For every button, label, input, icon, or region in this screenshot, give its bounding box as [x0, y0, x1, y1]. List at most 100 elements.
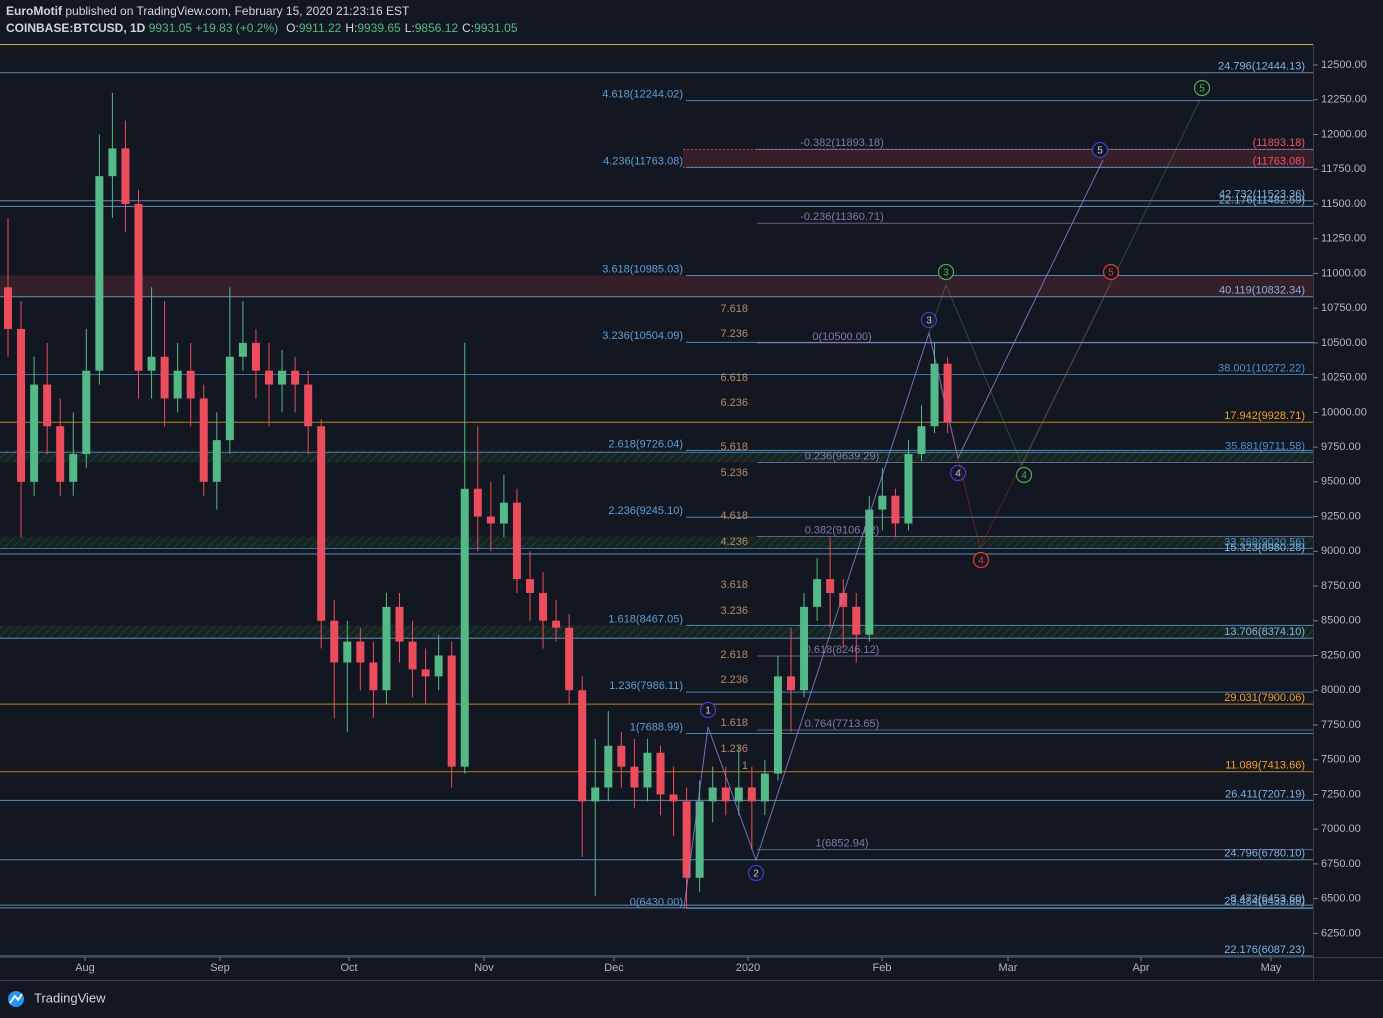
candle-body: [682, 801, 691, 878]
candle-body: [565, 627, 574, 691]
level-label: 22.176(6087.23): [1224, 944, 1305, 956]
level-label: 23.484(6433.88): [1224, 896, 1305, 908]
candle-body: [134, 203, 143, 371]
candle-body: [447, 655, 456, 767]
wave-circle: [1015, 466, 1033, 484]
x-tick-label: Nov: [474, 962, 494, 974]
candle-body: [865, 509, 874, 635]
candle-body: [800, 606, 809, 691]
orange-fib-label: 1.236: [720, 743, 748, 755]
y-tick-label: 7750.00: [1321, 719, 1361, 731]
candle-body: [212, 440, 221, 482]
y-tick-label: 11000.00: [1321, 267, 1366, 279]
candle-body: [343, 641, 352, 663]
wave-label: 5: [1097, 146, 1103, 157]
y-tick-label: 10250.00: [1321, 372, 1367, 384]
y-tick-label: 12250.00: [1321, 94, 1367, 106]
y-tick-label: 6500.00: [1321, 893, 1361, 905]
candle-body: [238, 342, 247, 357]
candle-body: [265, 370, 273, 385]
candle-body: [121, 148, 130, 204]
wave-circle: [1193, 79, 1211, 97]
x-tick-label: Apr: [1132, 962, 1149, 974]
candle-body: [17, 328, 26, 482]
candle-body: [369, 662, 378, 691]
level-label: 17.942(9928.71): [1224, 410, 1305, 422]
x-tick-label: Dec: [604, 962, 624, 974]
y-tick-label: 11750.00: [1321, 163, 1366, 175]
candle-body: [30, 384, 39, 482]
candle-body: [904, 454, 913, 524]
wave-label: 4: [955, 469, 961, 480]
y-tick-label: 9250.00: [1321, 510, 1361, 522]
level-label: 11.089(7413.66): [1225, 760, 1305, 772]
wave-label: 5: [1108, 268, 1114, 279]
orange-fib-label: 1.618: [720, 717, 748, 729]
candle-body: [408, 641, 417, 670]
candle-body: [186, 370, 195, 399]
zone: [0, 450, 1313, 463]
zone: [0, 536, 1313, 549]
candle-body: [304, 384, 313, 427]
candle-body: [695, 801, 704, 878]
candle-body: [499, 502, 508, 524]
orange-fib-label: 5.618: [720, 441, 748, 453]
candle-body: [95, 176, 104, 371]
x-tick-label: Sep: [210, 962, 230, 974]
fib-extension-label: 3.236(10504.09): [602, 330, 683, 342]
candle-body: [552, 620, 561, 628]
level-label: 42.732(11523.36): [1219, 189, 1305, 201]
candle-body: [656, 752, 665, 795]
wave-label: 4: [1021, 471, 1027, 482]
zone: [0, 275, 1313, 297]
level-label: 29.031(7900.06): [1224, 692, 1305, 704]
orange-fib-label: 5.236: [720, 467, 748, 479]
y-tick-label: 10000.00: [1321, 406, 1367, 418]
zone: [683, 149, 1313, 168]
orange-fib-label: 3.618: [720, 579, 748, 591]
fib-extension-label: 1.618(8467.05): [608, 613, 683, 625]
candle-body: [69, 454, 78, 482]
candle-body: [43, 384, 52, 427]
orange-fib-label: 4.618: [720, 510, 748, 522]
candle-body: [395, 606, 404, 642]
y-tick-label: 12500.00: [1321, 59, 1367, 71]
author: EuroMotif: [6, 4, 63, 18]
fib-extension-label: 2.618(9726.04): [608, 438, 683, 450]
zone-tint: [0, 625, 1313, 639]
wave-circle: [1102, 263, 1120, 281]
fib-extension-label: 2.236(9245.10): [608, 505, 683, 517]
candle-body: [721, 787, 730, 802]
wave-circle: [949, 464, 967, 482]
candle-body: [578, 690, 587, 802]
candle-body: [826, 579, 835, 593]
wave-label: 1: [705, 706, 711, 717]
candle-body: [160, 356, 169, 399]
orange-fib-label: 3.236: [720, 605, 748, 617]
fib-retracement-label: 0.236(9639.29): [805, 450, 880, 462]
level-label: 15.323(8980.28): [1224, 542, 1305, 554]
fib-retracement-label: 0.382(9106.82): [805, 524, 880, 536]
candle-body: [617, 745, 626, 767]
fib-retracement-label: 1(6852.94): [815, 838, 868, 850]
x-tick-label: Oct: [340, 962, 357, 974]
orange-fib-label: 7.236: [720, 328, 748, 340]
y-tick-label: 10750.00: [1321, 302, 1367, 314]
wave-circle: [972, 551, 990, 569]
candle-body: [486, 516, 495, 524]
candle-body: [852, 606, 861, 635]
candle-body: [539, 592, 548, 621]
wave-circle: [920, 311, 938, 329]
candle-body: [421, 669, 430, 677]
symbol: COINBASE:BTCUSD, 1D: [6, 21, 146, 35]
candle-body: [773, 676, 782, 774]
candle-body: [760, 773, 769, 802]
candle-body: [434, 655, 443, 677]
ohlc-value: 9911.22: [299, 21, 342, 35]
y-tick-label: 8750.00: [1321, 580, 1361, 592]
orange-fib-label: 2.236: [720, 674, 748, 686]
fib-retracement-label: 0.618(8246.12): [805, 644, 880, 656]
y-tick-label: 7500.00: [1321, 754, 1361, 766]
